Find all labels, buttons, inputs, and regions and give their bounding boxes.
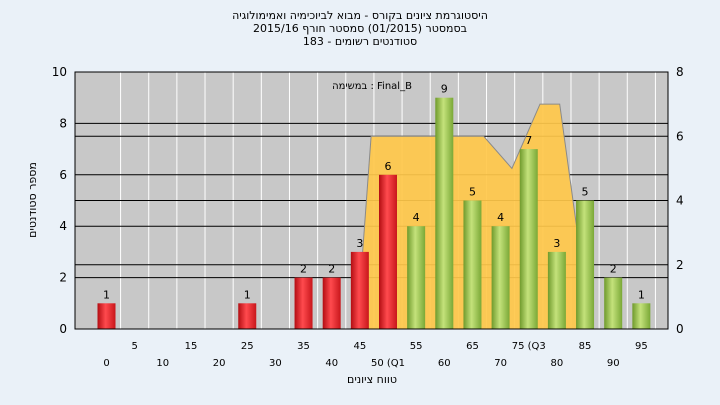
- x-tick-label: 65: [466, 341, 479, 352]
- bar: [379, 174, 397, 329]
- x-tick-label: 70: [494, 358, 507, 369]
- y-tick-label: 0: [59, 322, 67, 336]
- x-tick-label: 80: [551, 358, 564, 369]
- bar: [294, 277, 313, 329]
- bar-value-label: 2: [300, 263, 307, 276]
- bar-value-label: 7: [525, 134, 532, 147]
- x-tick-label: 10: [156, 358, 169, 369]
- bar: [491, 226, 510, 329]
- y2-tick-label: 0: [676, 322, 684, 336]
- y-tick-label: 10: [52, 65, 67, 79]
- x-tick-label: 0: [103, 358, 109, 369]
- bar-value-label: 1: [244, 288, 251, 301]
- y2-tick-label: 6: [676, 129, 684, 143]
- bar-value-label: 2: [328, 263, 335, 276]
- y2-tick-label: 2: [676, 258, 684, 272]
- x-axis-title: טווח ציונים: [347, 373, 397, 386]
- bar: [407, 226, 426, 329]
- y-tick-label: 8: [59, 116, 67, 130]
- chart-student-count: סטודנטים רשומים - 183: [302, 35, 418, 48]
- x-tick-label: 30: [269, 358, 282, 369]
- bar-value-label: 2: [610, 263, 617, 276]
- chart-subtitle: בסמסטר (01/2015) סמסטר חורף 2015/16: [253, 22, 467, 35]
- y-tick-label: 4: [59, 219, 67, 233]
- x-tick-label: 95: [635, 341, 648, 352]
- x-tick-label: 5: [131, 341, 137, 352]
- x-tick-label: 75 (Q3: [512, 341, 546, 352]
- x-tick-label: 85: [579, 341, 592, 352]
- series-label: במשימה : Final_B: [332, 81, 412, 92]
- x-tick-label: 45: [353, 341, 366, 352]
- data-label-layer: 1 1 2 2 3 6 4 9 5 4 7 3 5 2 1: [103, 83, 645, 302]
- bar-value-label: 5: [582, 186, 589, 199]
- bar-value-label: 4: [497, 211, 504, 224]
- bar: [97, 303, 116, 329]
- x-tick-label: 50 (Q1: [371, 358, 405, 369]
- x-tick-label: 60: [438, 358, 451, 369]
- x-tick-label: 90: [607, 358, 620, 369]
- bar-value-label: 1: [638, 288, 645, 301]
- bar: [604, 277, 623, 329]
- x-tick-label: 15: [185, 341, 198, 352]
- bar-value-label: 3: [553, 237, 560, 250]
- bar-value-label: 1: [103, 288, 110, 301]
- y-tick-label: 2: [59, 271, 67, 285]
- bar-value-label: 4: [413, 211, 420, 224]
- bar: [519, 149, 538, 329]
- x-tick-label: 20: [213, 358, 226, 369]
- bar-value-label: 3: [356, 237, 363, 250]
- y-tick-label: 6: [59, 168, 67, 182]
- bar: [238, 303, 257, 329]
- y-axis-title: מספר סטודנטים: [26, 162, 39, 238]
- bar: [322, 277, 341, 329]
- bar: [350, 251, 369, 329]
- chart-title: היסטוגרמת ציונים בקורס - מבוא לביוכימיה …: [232, 9, 488, 22]
- bar: [435, 97, 454, 329]
- bar-value-label: 5: [469, 186, 476, 199]
- x-tick-label: 25: [241, 341, 254, 352]
- plot-frame: [74, 71, 669, 330]
- bar: [576, 200, 595, 329]
- x-tick-label: 55: [410, 341, 423, 352]
- chart-titles: היסטוגרמת ציונים בקורס - מבוא לביוכימיה …: [0, 9, 720, 48]
- bar: [463, 200, 482, 329]
- x-tick-label: 40: [325, 358, 338, 369]
- bar: [547, 251, 566, 329]
- bar-value-label: 9: [441, 83, 448, 96]
- bar: [632, 303, 651, 329]
- x-tick-label: 35: [297, 341, 310, 352]
- y2-tick-label: 8: [676, 65, 684, 79]
- y2-tick-label: 4: [676, 194, 684, 208]
- bar-value-label: 6: [385, 160, 392, 173]
- bar-layer: [97, 97, 651, 329]
